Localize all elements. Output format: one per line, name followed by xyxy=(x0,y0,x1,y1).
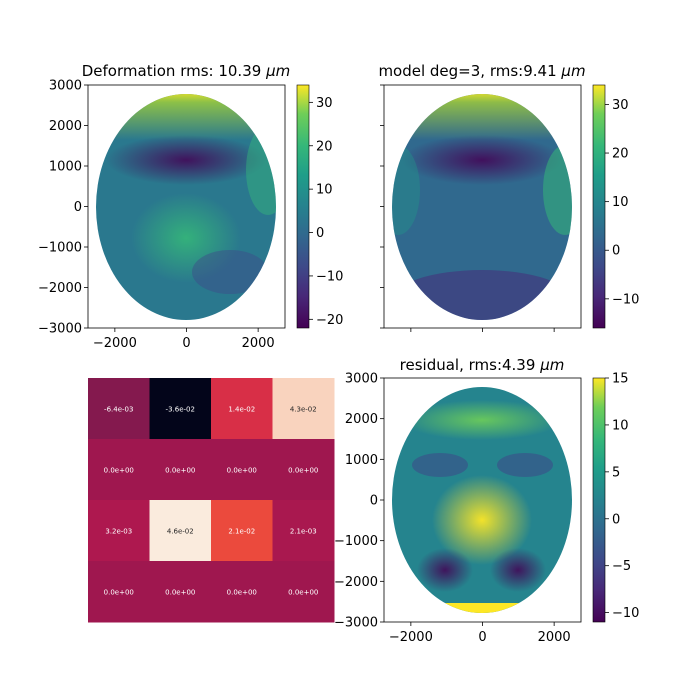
panel-1-xtick-label: 0 xyxy=(182,336,190,351)
panel-4-cbtick-label: 15 xyxy=(612,372,629,387)
panel-4-cbtick-label: −5 xyxy=(612,559,631,574)
panel-1-field xyxy=(96,94,276,320)
panel-4-ytick-label: 0 xyxy=(370,494,378,509)
panel-4-cbtick-label: 10 xyxy=(612,418,629,433)
panel-1-ytick-label: 2000 xyxy=(49,119,82,134)
panel-4-ytick-label: 1000 xyxy=(345,453,378,468)
panel-2-cbtick-label: 10 xyxy=(612,195,629,210)
panel-4-xtick-label: −2000 xyxy=(389,630,433,645)
coef-cell-label: 0.0e+00 xyxy=(288,589,318,597)
coef-cell xyxy=(211,439,273,501)
coef-cell-label: 0.0e+00 xyxy=(227,467,257,475)
coef-cell xyxy=(149,378,212,440)
coef-cell-label: 2.1e-02 xyxy=(228,528,255,536)
panel-model: model deg=3, rms:9.41 μm 30 20 10 0 −10 xyxy=(378,62,639,332)
panel-1-colorbar xyxy=(296,84,310,329)
coef-cell-label: 4.6e-02 xyxy=(167,528,194,536)
coef-cell-label: 2.1e-03 xyxy=(290,528,317,536)
coef-cell xyxy=(149,439,212,501)
coef-cell xyxy=(211,378,273,440)
coef-cell-label: -6.4e-03 xyxy=(104,406,133,414)
panel-4-ytick-label: −3000 xyxy=(334,616,378,631)
panel-1-cbtick-label: 10 xyxy=(316,183,333,198)
coef-cell xyxy=(272,439,335,501)
panel-1-ytick-label: −3000 xyxy=(38,322,82,337)
coef-cell xyxy=(88,378,150,440)
panel-2-cbtick-label: −10 xyxy=(612,292,639,307)
panel-coefficients: -6.4e-03 -3.6e-02 1.4e-02 4.3e-02 0.0e+00 0.0… xyxy=(88,378,335,623)
coef-cell-label: 4.3e-02 xyxy=(290,406,317,414)
coef-cell xyxy=(272,378,335,440)
panel-1-ytick-label: 3000 xyxy=(49,79,82,94)
panel-1-cbtick-label: 20 xyxy=(316,139,333,154)
panel-1-ytick-label: 1000 xyxy=(49,160,82,175)
coef-cell-label: 0.0e+00 xyxy=(104,467,134,475)
panel-4-cbtick-label: 5 xyxy=(612,465,620,480)
coef-cell-label: 0.0e+00 xyxy=(288,467,318,475)
coef-cell-label: 0.0e+00 xyxy=(104,589,134,597)
coef-cell xyxy=(88,500,150,562)
panel-1-xtick-label: 2000 xyxy=(242,336,275,351)
coef-cell-label: 0.0e+00 xyxy=(165,467,195,475)
panel-1-ytick-label: −2000 xyxy=(38,281,82,296)
coef-cell-label: 1.4e-02 xyxy=(228,406,255,414)
coef-cell xyxy=(149,561,212,623)
panel-4-ytick-label: −1000 xyxy=(334,534,378,549)
coef-cell-label: -3.6e-02 xyxy=(166,406,195,414)
panel-4-colorbar xyxy=(592,377,606,623)
panel-4-ytick-label: −2000 xyxy=(334,575,378,590)
panel-1-cbtick-label: 0 xyxy=(316,226,324,241)
coef-cell-label: 0.0e+00 xyxy=(227,589,257,597)
panel-4-field xyxy=(392,387,572,613)
panel-2-cbtick-label: 0 xyxy=(612,244,620,259)
panel-2-cbtick-label: 30 xyxy=(612,98,629,113)
panel-deformation: Deformation rms: 10.39 μm −2000 0 2000 300… xyxy=(38,62,343,351)
panel-1-cbtick-label: 30 xyxy=(316,96,333,111)
panel-2-colorbar xyxy=(592,84,606,329)
panel-4-ytick-label: 2000 xyxy=(345,412,378,427)
panel-4-xtick-label: 0 xyxy=(478,630,486,645)
panel-1-cbtick-label: −10 xyxy=(316,269,343,284)
panel-2-title: model deg=3, rms:9.41 μm xyxy=(378,62,585,80)
panel-1-ytick-label: −1000 xyxy=(38,241,82,256)
panel-1-ytick-label: 0 xyxy=(74,200,82,215)
coef-cell-label: 0.0e+00 xyxy=(165,589,195,597)
coef-cell-label: 3.2e-03 xyxy=(105,528,132,536)
coef-cell xyxy=(88,561,150,623)
coef-cell xyxy=(211,561,273,623)
coef-cell xyxy=(211,500,273,562)
coef-cell xyxy=(272,500,335,562)
panel-4-cbtick-label: −10 xyxy=(612,606,639,621)
coef-cell xyxy=(272,561,335,623)
coef-cell xyxy=(149,500,212,562)
panel-4-title: residual, rms:4.39 μm xyxy=(400,356,565,374)
panel-1-title: Deformation rms: 10.39 μm xyxy=(82,62,290,80)
panel-residual: residual, rms:4.39 μm −2000 0 2000 3000 200… xyxy=(334,356,639,645)
panel-4-ytick-label: 3000 xyxy=(345,372,378,387)
panel-4-cbtick-label: 0 xyxy=(612,512,620,527)
panel-4-xtick-label: 2000 xyxy=(538,630,571,645)
coef-cell xyxy=(88,439,150,501)
panel-2-cbtick-label: 20 xyxy=(612,147,629,162)
panel-1-xtick-label: −2000 xyxy=(93,336,137,351)
panel-1-cbtick-label: −20 xyxy=(316,313,343,328)
